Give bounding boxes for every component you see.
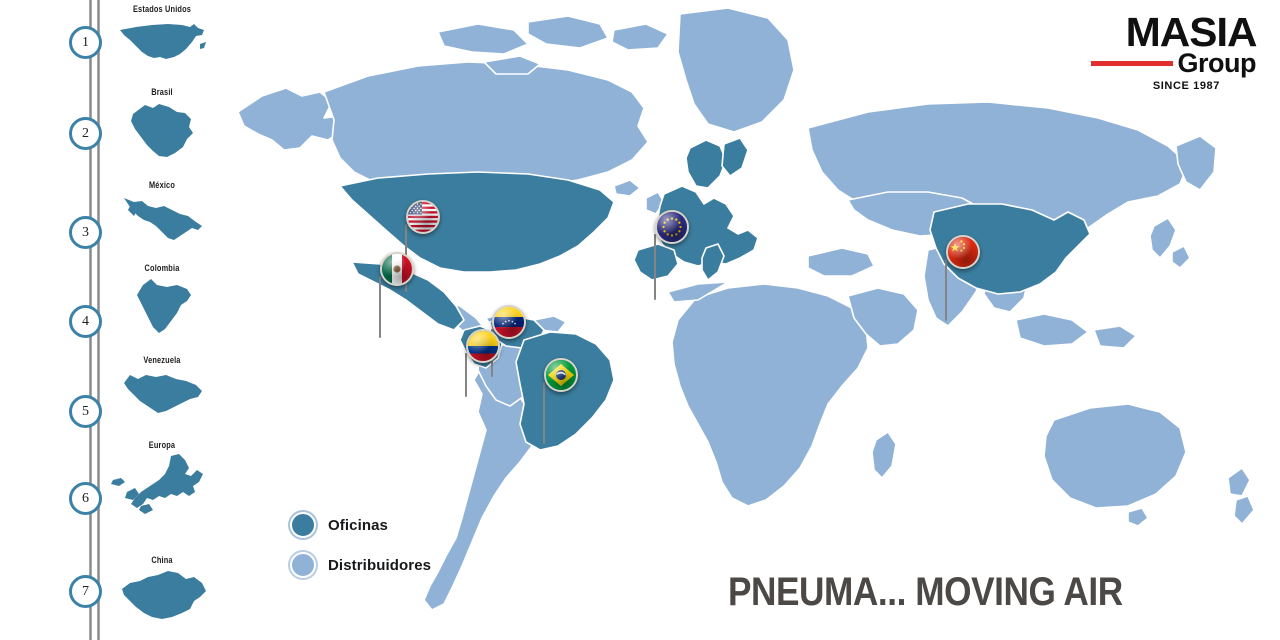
country-label-colombia: Colombia	[144, 263, 180, 273]
country-label-china: China	[151, 555, 173, 565]
map-legend: Oficinas Distribuidores	[290, 508, 431, 588]
mexico-shape	[104, 192, 220, 248]
timeline-sidebar: 1 Estados Unidos 2 Brasil	[0, 0, 220, 640]
step-number-badge-6[interactable]: 6	[69, 482, 102, 515]
europe-shape	[104, 452, 220, 516]
flag-mexico-icon[interactable]	[380, 252, 414, 286]
step-number-badge-4[interactable]: 4	[69, 305, 102, 338]
masia-group-logo[interactable]: MASIA Group SINCE 1987	[1090, 12, 1257, 92]
country-block-venezuela[interactable]: Venezuela	[104, 355, 220, 419]
step-number-3: 3	[82, 224, 89, 240]
country-label-europa: Europa	[148, 440, 176, 450]
country-label-venezuela: Venezuela	[143, 355, 181, 365]
pin-stick	[378, 276, 382, 338]
pin-stick	[542, 382, 546, 444]
legend-item-oficinas[interactable]: Oficinas	[290, 508, 431, 542]
country-label-mexico: México	[148, 180, 176, 190]
legend-dot-distribuidores	[290, 552, 316, 578]
world-map[interactable]	[228, 0, 1280, 640]
flag-brazil-icon[interactable]	[544, 358, 578, 392]
country-block-china[interactable]: China	[104, 555, 220, 623]
step-number-6: 6	[82, 490, 89, 506]
country-block-brasil[interactable]: Brasil	[104, 87, 220, 163]
step-number-badge-3[interactable]: 3	[69, 216, 102, 249]
legend-item-distribuidores[interactable]: Distribuidores	[290, 548, 431, 582]
step-number-7: 7	[82, 583, 89, 599]
flag-usa-icon[interactable]	[406, 200, 440, 234]
logo-subtitle: Group	[1177, 47, 1257, 78]
flag-colombia-icon[interactable]	[466, 329, 500, 363]
country-block-estados-unidos[interactable]: Estados Unidos	[104, 4, 220, 66]
colombia-shape	[104, 275, 220, 337]
country-block-europa[interactable]: Europa	[104, 440, 220, 516]
step-number-badge-5[interactable]: 5	[69, 395, 102, 428]
step-number-badge-7[interactable]: 7	[69, 575, 102, 608]
flag-china-icon[interactable]	[946, 235, 980, 269]
country-label-estados-unidos: Estados Unidos	[132, 4, 192, 14]
brazil-shape	[104, 99, 220, 163]
step-number-badge-2[interactable]: 2	[69, 117, 102, 150]
venezuela-shape	[104, 367, 220, 419]
step-number-5: 5	[82, 403, 89, 419]
country-block-mexico[interactable]: México	[104, 180, 220, 248]
logo-red-bar	[1090, 60, 1173, 66]
step-number-1: 1	[82, 34, 89, 50]
logo-group-row: Group	[1090, 47, 1257, 78]
legend-dot-oficinas	[290, 512, 316, 538]
country-label-brasil: Brasil	[151, 87, 173, 97]
legend-label-oficinas: Oficinas	[328, 516, 388, 534]
step-number-badge-1[interactable]: 1	[69, 26, 102, 59]
step-number-2: 2	[82, 125, 89, 141]
region-distributors	[237, 7, 1255, 611]
pin-stick	[653, 234, 657, 300]
logo-since-text: SINCE 1987	[1152, 79, 1220, 92]
pin-stick	[944, 259, 948, 321]
tagline-text: PNEUMA... MOVING AIR	[728, 570, 1123, 614]
flag-eu-icon[interactable]	[655, 210, 689, 244]
country-block-colombia[interactable]: Colombia	[104, 263, 220, 337]
pin-stick	[464, 353, 468, 397]
step-number-4: 4	[82, 313, 89, 329]
usa-shape	[104, 16, 220, 66]
logo-wordmark: MASIA	[1125, 9, 1257, 55]
china-shape	[104, 567, 220, 623]
legend-label-distribuidores: Distribuidores	[328, 556, 432, 574]
